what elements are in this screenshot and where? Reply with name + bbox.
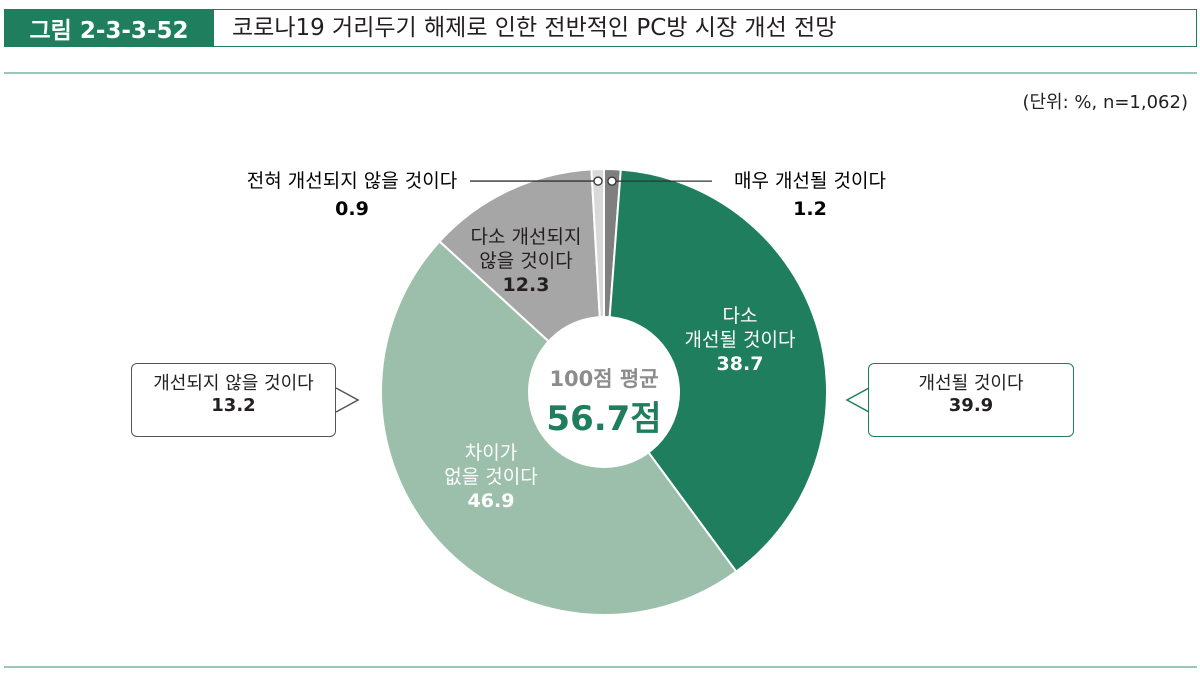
figure-title-box: 코로나19 거리두기 해제로 인한 전반적인 PC방 시장 개선 전망	[214, 9, 1197, 47]
slice-label-improve-line1: 다소	[723, 305, 758, 327]
slice-value-very-improve: 1.2	[793, 198, 827, 220]
donut-hole	[528, 316, 680, 468]
top-divider	[4, 72, 1197, 74]
center-value: 56.7점	[546, 399, 661, 439]
slice-improve	[602, 168, 828, 573]
callout-improve-pointer	[845, 387, 870, 413]
slice-label-not-improve-line2: 않을 것이다	[479, 250, 572, 272]
callout-improve-label: 개선될 것이다	[918, 373, 1024, 394]
figure-title: 코로나19 거리두기 해제로 인한 전반적인 PC방 시장 개선 전망	[232, 15, 837, 41]
unit-note: (단위: %, n=1,062)	[1022, 92, 1188, 113]
callout-not-improve-value: 13.2	[211, 395, 256, 416]
figure-header: 그림 2-3-3-52 코로나19 거리두기 해제로 인한 전반적인 PC방 시…	[4, 9, 1197, 47]
callout-improve: 개선될 것이다 39.9	[868, 363, 1074, 437]
leader-dot-not-at-all	[593, 176, 603, 186]
slice-value-improve: 38.7	[717, 353, 764, 375]
callout-improve-value: 39.9	[948, 395, 994, 416]
slice-label-not-improve-line1: 다소 개선되지	[471, 226, 582, 248]
callout-not-improve-label: 개선되지 않을 것이다	[153, 373, 314, 394]
figure-label: 그림 2-3-3-52	[4, 9, 214, 47]
center-caption: 100점 평균	[549, 367, 658, 391]
slice-value-not-improve: 12.3	[503, 274, 550, 296]
slice-label-very-improve: 매우 개선될 것이다	[734, 170, 886, 192]
slice-label-improve-line2: 개선될 것이다	[685, 329, 796, 351]
slice-label-no-difference-line2: 없을 것이다	[444, 466, 537, 488]
slice-value-not-at-all: 0.9	[335, 198, 369, 220]
leader-dot-very-improve	[607, 176, 617, 186]
slice-value-no-difference: 46.9	[468, 490, 515, 512]
slice-label-no-difference-line1: 차이가	[465, 442, 517, 464]
slice-label-not-at-all: 전혀 개선되지 않을 것이다	[247, 170, 457, 192]
callout-not-improve: 개선되지 않을 것이다 13.2	[131, 363, 336, 437]
bottom-divider	[4, 666, 1197, 668]
callout-not-improve-pointer	[335, 387, 360, 413]
